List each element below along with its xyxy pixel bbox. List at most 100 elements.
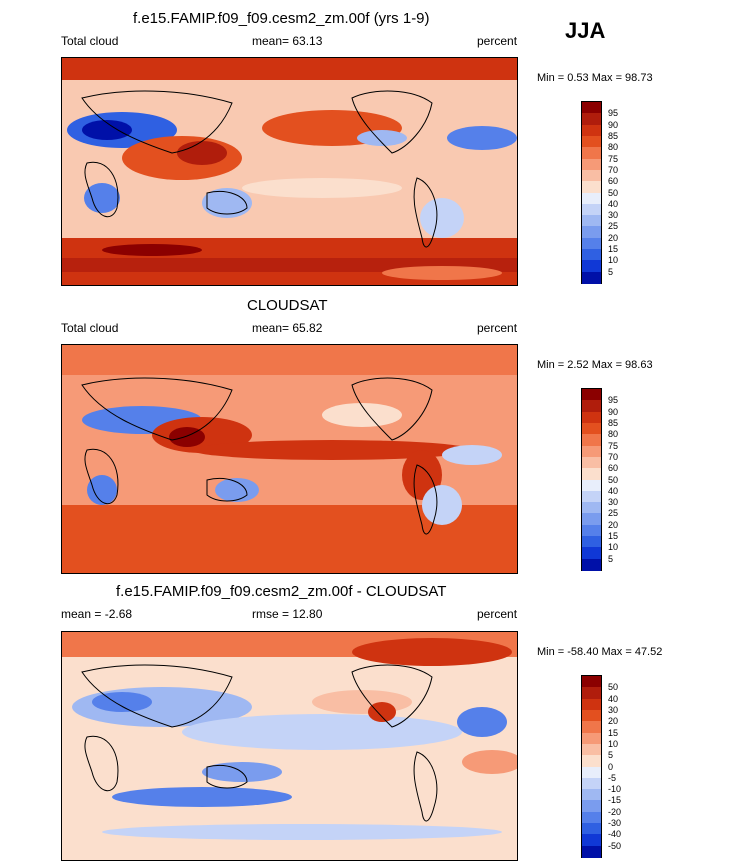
colorbar-box [582, 400, 601, 413]
colorbar-box [582, 422, 601, 435]
colorbar-tick-label: 80 [608, 429, 619, 440]
colorbar-tick-label: 85 [608, 130, 619, 141]
colorbar-box [582, 502, 601, 514]
colorbar-tick-label: 80 [608, 142, 619, 153]
colorbar-box [582, 536, 601, 548]
colorbar-box [582, 203, 601, 216]
colorbar-box [582, 389, 601, 401]
panel3-minmax: Min = -58.40 Max = 47.52 [537, 646, 663, 658]
colorbar-box [582, 445, 601, 458]
panel2-minmax: Min = 2.52 Max = 98.63 [537, 359, 653, 371]
colorbar-box [582, 102, 601, 114]
colorbar-tick-label: -50 [608, 840, 622, 851]
colorbar-box [582, 226, 601, 239]
panel2-map [61, 344, 518, 574]
colorbar-tick-label: -40 [608, 829, 622, 840]
colorbar-tick-label: 85 [608, 417, 619, 428]
colorbar-box [582, 135, 601, 148]
colorbar-box [582, 479, 601, 492]
colorbar-box [582, 147, 601, 160]
colorbar-tick-label: 5 [608, 266, 614, 277]
colorbar-box [582, 249, 601, 261]
colorbar-box [582, 215, 601, 227]
panel1-mean-label: mean= 63.13 [252, 34, 323, 48]
colorbar-tick-label: 70 [608, 451, 619, 462]
colorbar-tick-label: 10 [608, 542, 619, 553]
colorbar-tick-label: 90 [608, 119, 619, 130]
colorbar-tick-label: -30 [608, 818, 622, 829]
colorbar-tick-label: 20 [608, 232, 619, 243]
colorbar-tick-label: 20 [608, 519, 619, 530]
colorbar-box [582, 800, 601, 813]
colorbar-tick-label: 95 [608, 108, 619, 119]
colorbar-tick-label: 90 [608, 406, 619, 417]
colorbar-box [582, 158, 601, 171]
colorbar-box [582, 777, 601, 790]
colorbar-tick-label: 60 [608, 463, 619, 474]
colorbar-box [582, 698, 601, 711]
colorbar-box [582, 490, 601, 503]
colorbar-box [582, 547, 601, 560]
colorbar-tick-label: 30 [608, 210, 619, 221]
colorbar-box [582, 169, 601, 182]
panel2-mean-label: mean= 65.82 [252, 321, 323, 335]
panel3-mean-label: mean = -2.68 [61, 607, 133, 621]
panel3-rmse-label: rmse = 12.80 [252, 607, 323, 621]
colorbar-tick-label: 25 [608, 508, 619, 519]
panel1-title: f.e15.FAMIP.f09_f09.cesm2_zm.00f (yrs 1-… [133, 10, 430, 27]
colorbar-box [582, 721, 601, 734]
colorbar-box [582, 811, 601, 824]
colorbar-tick-label: 5 [608, 750, 614, 761]
colorbar-tick-label: 60 [608, 176, 619, 187]
colorbar-tick-label: 30 [608, 497, 619, 508]
panel2-colorbar [581, 388, 602, 571]
colorbar-box [582, 766, 601, 779]
colorbar-tick-label: 0 [608, 761, 614, 772]
colorbar-box [582, 558, 601, 571]
colorbar-tick-label: 40 [608, 485, 619, 496]
colorbar-tick-label: 10 [608, 255, 619, 266]
colorbar-box [582, 755, 601, 767]
colorbar-tick-label: 20 [608, 716, 619, 727]
panel2-variable-label: Total cloud [61, 321, 119, 335]
panel1-units-label: percent [477, 34, 518, 48]
colorbar-tick-label: 50 [608, 187, 619, 198]
colorbar-tick-label: 10 [608, 738, 619, 749]
colorbar-tick-label: 30 [608, 704, 619, 715]
panel1-variable-label: Total cloud [61, 34, 119, 48]
panel3-units-label: percent [477, 607, 518, 621]
colorbar-box [582, 113, 601, 126]
colorbar-box [582, 789, 601, 801]
colorbar-box [582, 237, 601, 250]
colorbar-box [582, 271, 601, 284]
colorbar-tick-label: -15 [608, 795, 622, 806]
colorbar-box [582, 743, 601, 756]
colorbar-box [582, 732, 601, 745]
panel2-units-label: percent [477, 321, 518, 335]
colorbar-tick-label: 15 [608, 531, 619, 542]
colorbar-tick-label: 50 [608, 682, 619, 693]
colorbar-tick-label: 5 [608, 553, 614, 564]
panel1-colorbar [581, 101, 602, 284]
colorbar-box [582, 845, 601, 858]
colorbar-box [582, 468, 601, 480]
colorbar-tick-label: 75 [608, 440, 619, 451]
colorbar-tick-label: 70 [608, 164, 619, 175]
colorbar-box [582, 823, 601, 835]
colorbar-tick-label: 15 [608, 244, 619, 255]
colorbar-box [582, 411, 601, 424]
colorbar-box [582, 192, 601, 205]
panel3-title: f.e15.FAMIP.f09_f09.cesm2_zm.00f - CLOUD… [116, 583, 447, 600]
colorbar-box [582, 124, 601, 137]
colorbar-tick-label: 25 [608, 221, 619, 232]
panel3-map [61, 631, 518, 861]
colorbar-box [582, 434, 601, 447]
colorbar-tick-label: -10 [608, 784, 622, 795]
colorbar-tick-label: 15 [608, 727, 619, 738]
colorbar-box [582, 456, 601, 469]
colorbar-tick-label: 40 [608, 198, 619, 209]
panel3-colorbar [581, 675, 602, 858]
panel1-map [61, 57, 518, 286]
panel1-minmax: Min = 0.53 Max = 98.73 [537, 72, 653, 84]
colorbar-box [582, 676, 601, 688]
